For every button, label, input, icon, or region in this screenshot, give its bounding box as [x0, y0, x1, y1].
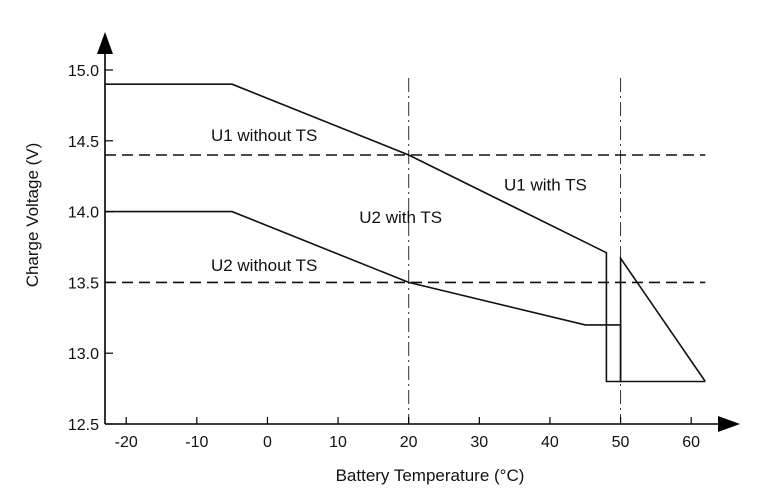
x-tick-label: 0: [263, 434, 272, 451]
ticks: -20 -10 0 10 20 30 40 50 60 12.5 13.0 13.5 14.0 14.5 1…: [68, 63, 700, 451]
y-tick-label: 13.0: [68, 346, 99, 363]
x-tick-label: 30: [470, 434, 488, 451]
x-tick-label: 60: [682, 434, 700, 451]
x-tick-label: 50: [612, 434, 630, 451]
x-tick-label: 40: [541, 434, 559, 451]
x-tick-label: -20: [115, 434, 138, 451]
y-tick-label: 13.5: [68, 275, 99, 292]
y-axis-arrow: [97, 32, 113, 54]
y-tick-label: 14.0: [68, 205, 99, 222]
reference-lines: [408, 78, 622, 424]
annotation-label: U2 without TS: [211, 256, 317, 275]
annotation-label: U1 with TS: [504, 175, 587, 194]
annotations: U1 without TS U1 with TS U2 with TS U2 with…: [211, 126, 587, 275]
y-tick-label: 12.5: [68, 417, 99, 434]
x-tick-label: 20: [400, 434, 418, 451]
series-line-u1-with-ts: [105, 83, 706, 383]
x-tick-label: -10: [185, 434, 208, 451]
series-line-u2-with-ts: [105, 210, 706, 383]
annotation-label: U1 without TS: [211, 126, 317, 145]
x-tick-label: 10: [329, 434, 347, 451]
axes: [97, 32, 740, 432]
y-axis-title: Charge Voltage (V): [23, 143, 42, 288]
x-axis-title: Battery Temperature (°C): [336, 466, 525, 485]
y-tick-label: 15.0: [68, 63, 99, 80]
x-axis-arrow: [718, 416, 740, 432]
annotation-label: U2 with TS: [359, 208, 442, 227]
y-tick-label: 14.5: [68, 134, 99, 151]
series-group: [105, 83, 706, 383]
